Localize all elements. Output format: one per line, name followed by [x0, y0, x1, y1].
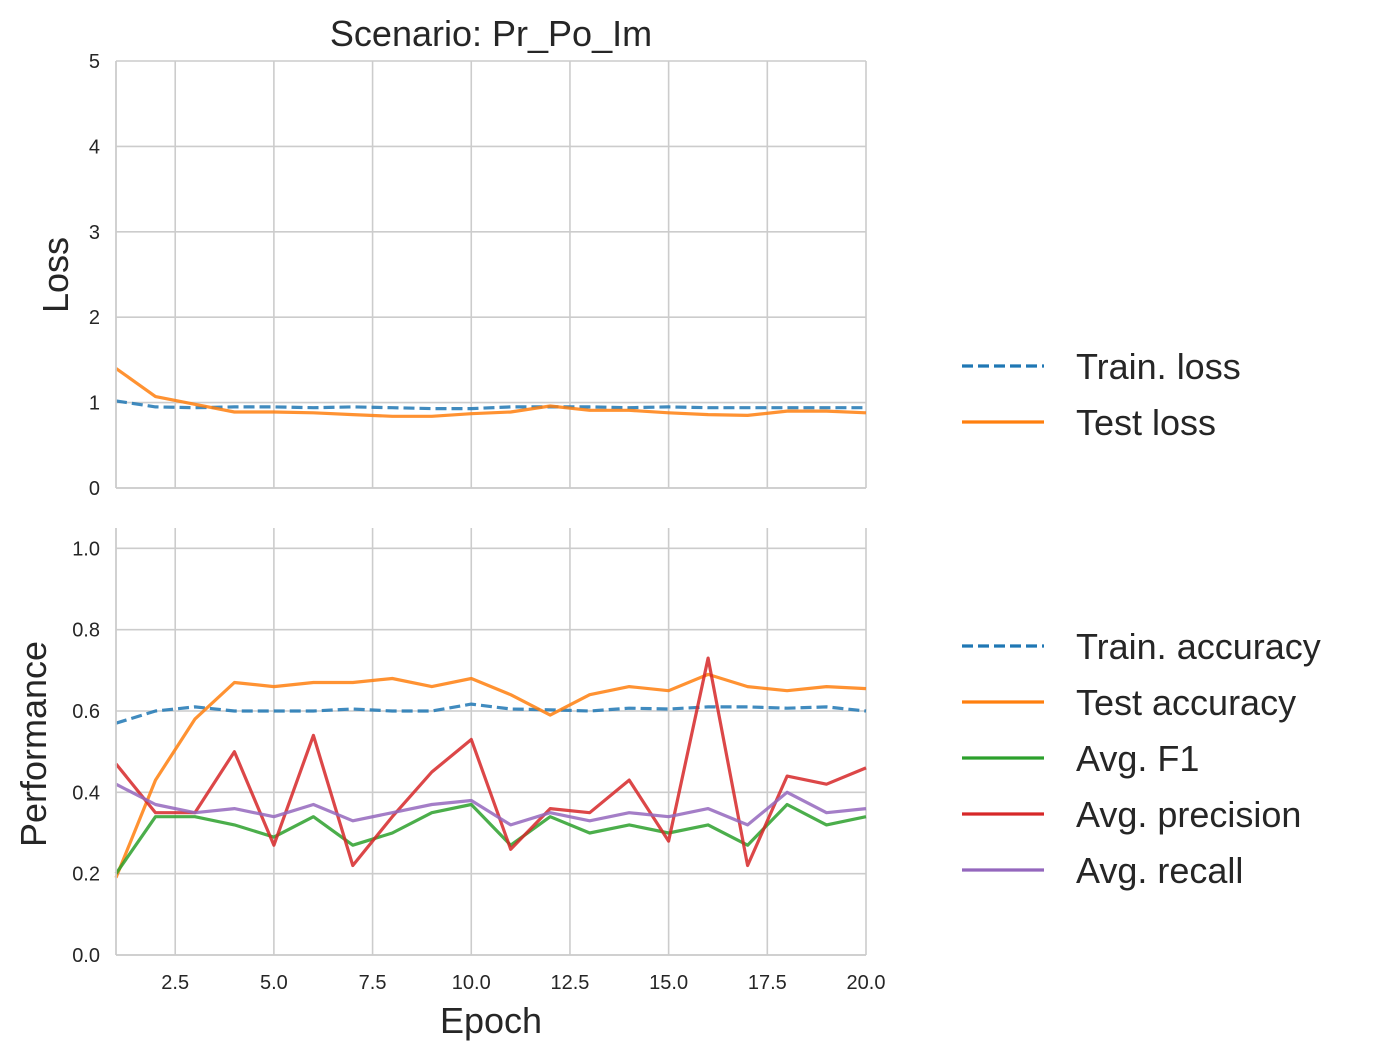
y-tick-label: 0.0 — [72, 945, 100, 967]
y-tick-label: 3 — [89, 222, 100, 244]
x-tick-label: 17.5 — [748, 972, 787, 994]
loss-y-axis-label: Loss — [35, 237, 76, 313]
legend-label: Avg. F1 — [1076, 738, 1199, 779]
series-line-test-loss — [115, 367, 867, 418]
chart-title: Scenario: Pr_Po_Im — [330, 13, 652, 54]
y-tick-label: 5 — [89, 51, 100, 73]
performance-panel: 0.0 0.2 0.4 0.6 0.8 1.0 2.5 5.0 7.5 10.0 12.5 15.0… — [13, 528, 1321, 1041]
y-tick-label: 0.4 — [72, 782, 100, 804]
legend-label: Train. accuracy — [1076, 626, 1321, 667]
y-tick-label: 0.6 — [72, 701, 100, 723]
x-tick-label: 15.0 — [649, 972, 688, 994]
loss-spines — [115, 61, 866, 489]
performance-x-ticks: 2.5 5.0 7.5 10.0 12.5 15.0 17.5 20.0 — [161, 972, 885, 994]
x-tick-label: 5.0 — [260, 972, 288, 994]
series-line-train-loss — [115, 399, 866, 411]
performance-y-ticks: 0.0 0.2 0.4 0.6 0.8 1.0 — [72, 538, 100, 967]
performance-spines — [115, 528, 866, 956]
x-tick-label: 20.0 — [847, 972, 886, 994]
loss-panel: 0 1 2 3 4 5 Scenario: Pr_Po_Im Loss Train. lo… — [35, 13, 1241, 500]
series-line-train-accuracy — [115, 702, 867, 725]
series-line-avg-precision — [114, 656, 867, 868]
series-line-test-accuracy — [114, 672, 867, 879]
x-axis-label: Epoch — [440, 1000, 542, 1041]
y-tick-label: 0 — [89, 478, 100, 500]
y-tick-label: 4 — [89, 136, 100, 158]
legend-label: Avg. precision — [1076, 794, 1301, 835]
loss-legend: Train. loss Test loss — [962, 346, 1241, 443]
performance-series — [114, 656, 867, 879]
performance-legend: Train. accuracy Test accuracy Avg. F1 Avg. … — [962, 626, 1321, 891]
x-tick-label: 12.5 — [550, 972, 589, 994]
performance-grid — [116, 528, 867, 956]
series-line-avg-recall — [115, 782, 867, 827]
y-tick-label: 1 — [89, 393, 100, 415]
x-tick-label: 2.5 — [161, 972, 189, 994]
legend-label: Test accuracy — [1076, 682, 1296, 723]
y-tick-label: 1.0 — [72, 538, 100, 560]
y-tick-label: 0.8 — [72, 620, 100, 642]
loss-series — [115, 367, 867, 418]
y-tick-label: 0.2 — [72, 864, 100, 886]
legend-label: Train. loss — [1076, 346, 1241, 387]
x-tick-label: 7.5 — [359, 972, 387, 994]
legend-label: Avg. recall — [1076, 850, 1243, 891]
x-tick-label: 10.0 — [452, 972, 491, 994]
loss-y-ticks: 0 1 2 3 4 5 — [89, 51, 100, 500]
y-tick-label: 2 — [89, 307, 100, 329]
legend-label: Test loss — [1076, 402, 1216, 443]
series-line-avg-f1 — [114, 802, 867, 875]
performance-y-axis-label: Performance — [13, 641, 54, 847]
loss-grid — [116, 60, 867, 489]
